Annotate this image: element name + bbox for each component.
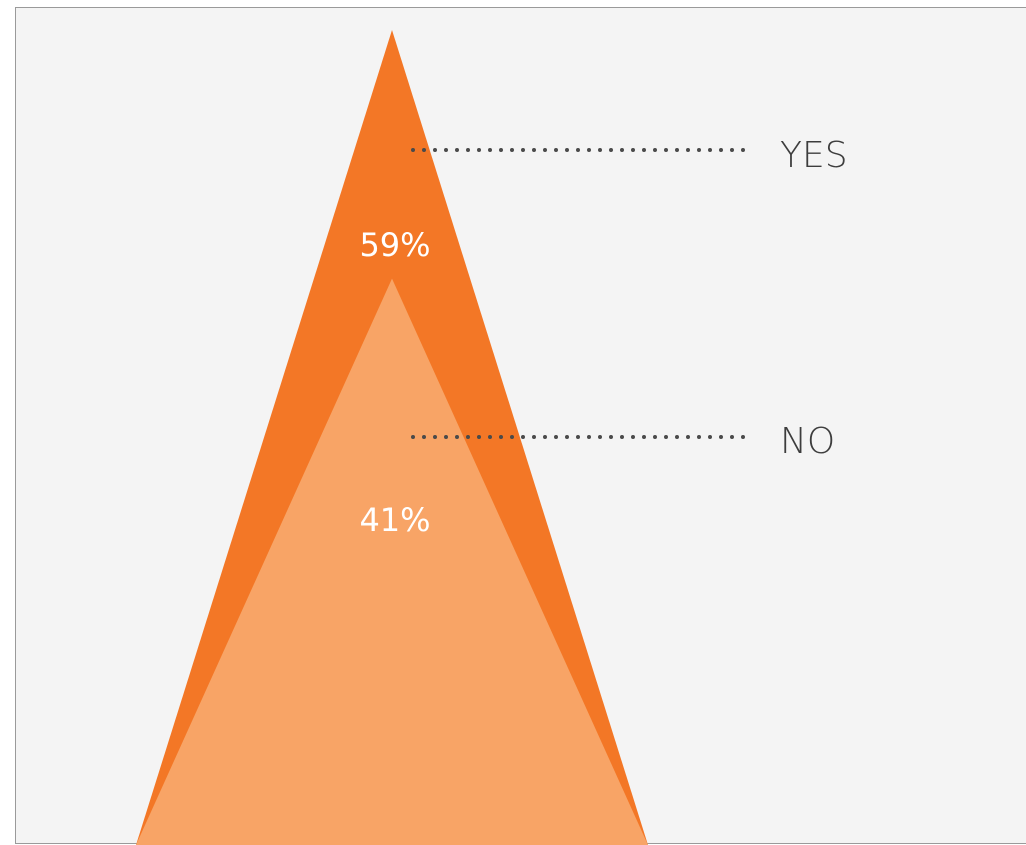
- no-value-label: 41%: [359, 501, 430, 539]
- no-category-label: NO: [780, 421, 835, 462]
- no-peak: [136, 278, 648, 845]
- yes-category-label: YES: [780, 135, 848, 176]
- yes-value-label: 59%: [359, 226, 430, 264]
